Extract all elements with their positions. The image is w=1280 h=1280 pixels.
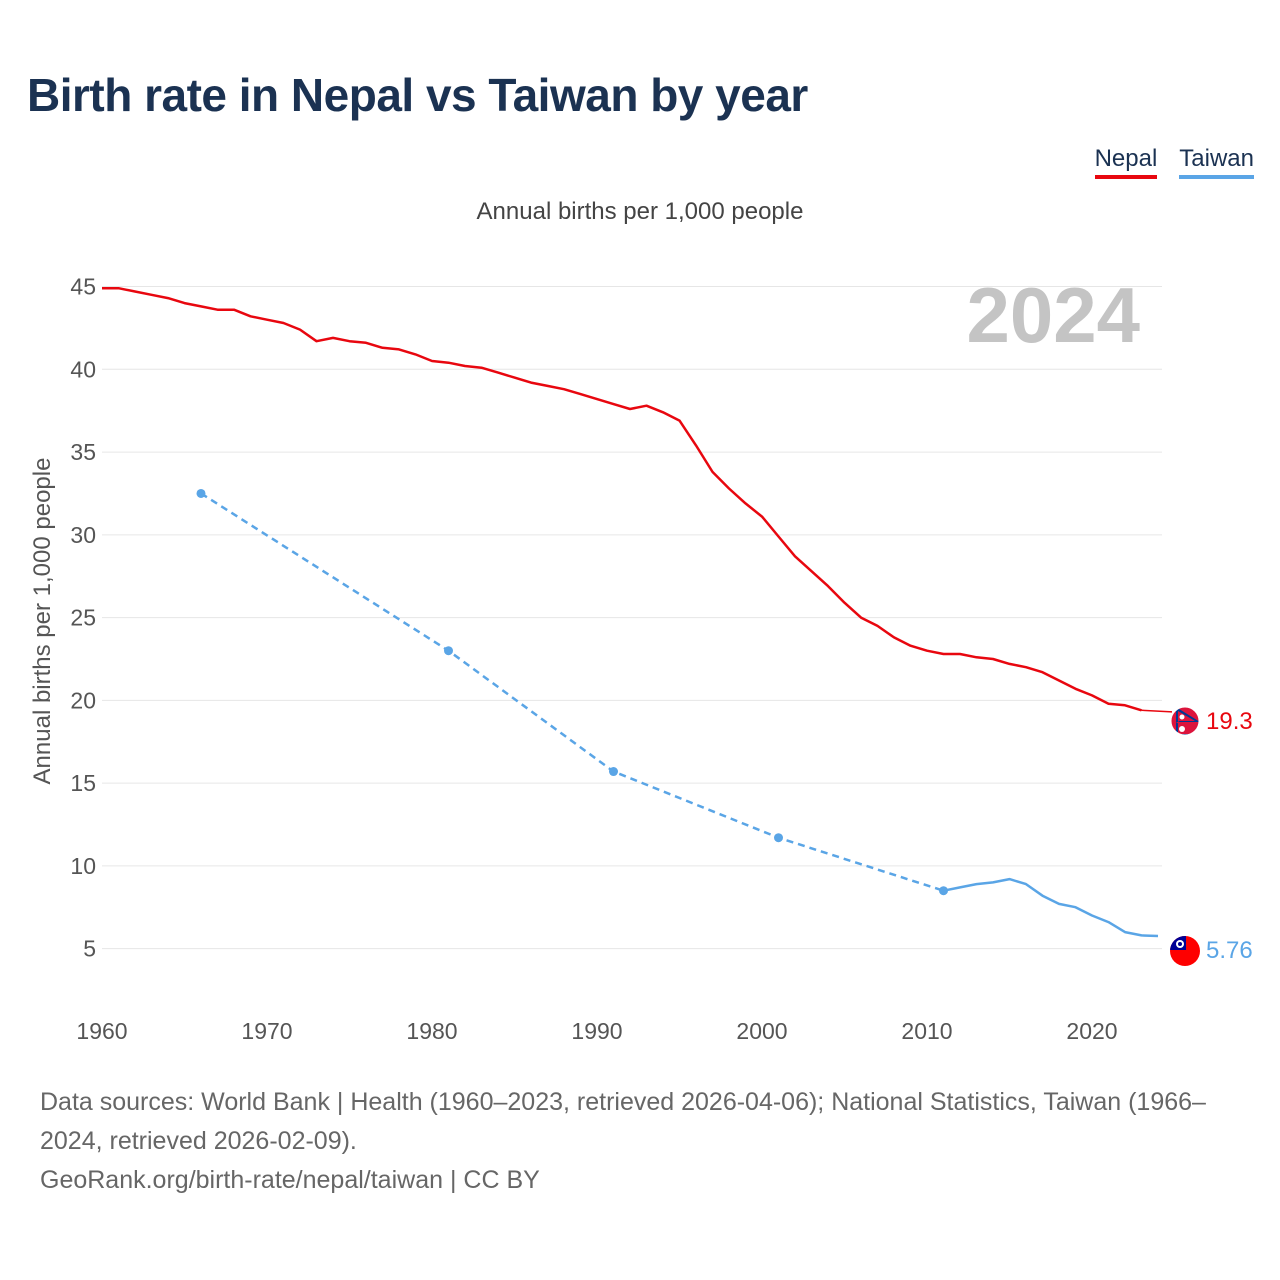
- nepal-end-label: 19.3: [1206, 708, 1253, 735]
- page-title: Birth rate in Nepal vs Taiwan by year: [27, 69, 808, 121]
- taiwan-census-point: [444, 646, 453, 656]
- x-axis: 1960 1970 1980 1990 2000 2010 2020: [76, 1018, 1117, 1044]
- y-tick-label: 25: [70, 605, 96, 631]
- x-tick-label: 1990: [571, 1018, 622, 1044]
- year-watermark: 2024: [966, 271, 1140, 359]
- taiwan-end-label: 5.76: [1206, 937, 1253, 964]
- nepal-series-line: [102, 286, 1142, 712]
- x-tick-label: 1960: [76, 1018, 127, 1044]
- y-axis: 5 10 15 20 25 30 35 40 45: [70, 274, 96, 962]
- taiwan-flag-icon: [1170, 936, 1200, 966]
- taiwan-census-point: [609, 767, 618, 777]
- y-tick-label: 20: [70, 687, 96, 713]
- y-tick-label: 45: [70, 274, 96, 300]
- chart-subtitle: Annual births per 1,000 people: [476, 198, 804, 225]
- taiwan-census-dashed-line: [200, 492, 944, 892]
- series: [102, 286, 1173, 938]
- x-tick-label: 2020: [1066, 1018, 1117, 1044]
- x-tick-label: 1980: [406, 1018, 457, 1044]
- legend-item-nepal[interactable]: Nepal: [1094, 145, 1158, 179]
- y-tick-label: 40: [70, 356, 96, 382]
- legend-item-taiwan[interactable]: Taiwan: [1179, 145, 1254, 179]
- x-tick-label: 1970: [241, 1018, 292, 1044]
- y-axis-label: Annual births per 1,000 people: [29, 458, 56, 785]
- credit-link[interactable]: GeoRank.org/birth-rate/nepal/taiwan | CC…: [40, 1166, 540, 1194]
- nepal-flag-icon: [1170, 706, 1200, 736]
- y-tick-label: 35: [70, 439, 96, 465]
- taiwan-census-point: [774, 833, 783, 843]
- grid: [102, 286, 1162, 950]
- nepal-series-extension: [1141, 709, 1173, 713]
- x-tick-label: 2000: [736, 1018, 787, 1044]
- y-tick-label: 30: [70, 522, 96, 548]
- y-tick-label: 10: [70, 853, 96, 879]
- x-tick-label: 2010: [901, 1018, 952, 1044]
- line-chart: 5 10 15 20 25 30 35 40 45 1960 1970 1980 1990 2000 20…: [29, 271, 1253, 1044]
- y-tick-label: 15: [70, 770, 96, 796]
- data-sources-text: Data sources: World Bank | Health (1960–…: [40, 1088, 1206, 1155]
- taiwan-series-line: [943, 877, 1159, 938]
- legend: Nepal Taiwan: [1094, 145, 1254, 179]
- taiwan-census-point: [196, 488, 206, 498]
- footer: Data sources: World Bank | Health (1960–…: [40, 1083, 1250, 1200]
- y-tick-label: 5: [83, 936, 96, 962]
